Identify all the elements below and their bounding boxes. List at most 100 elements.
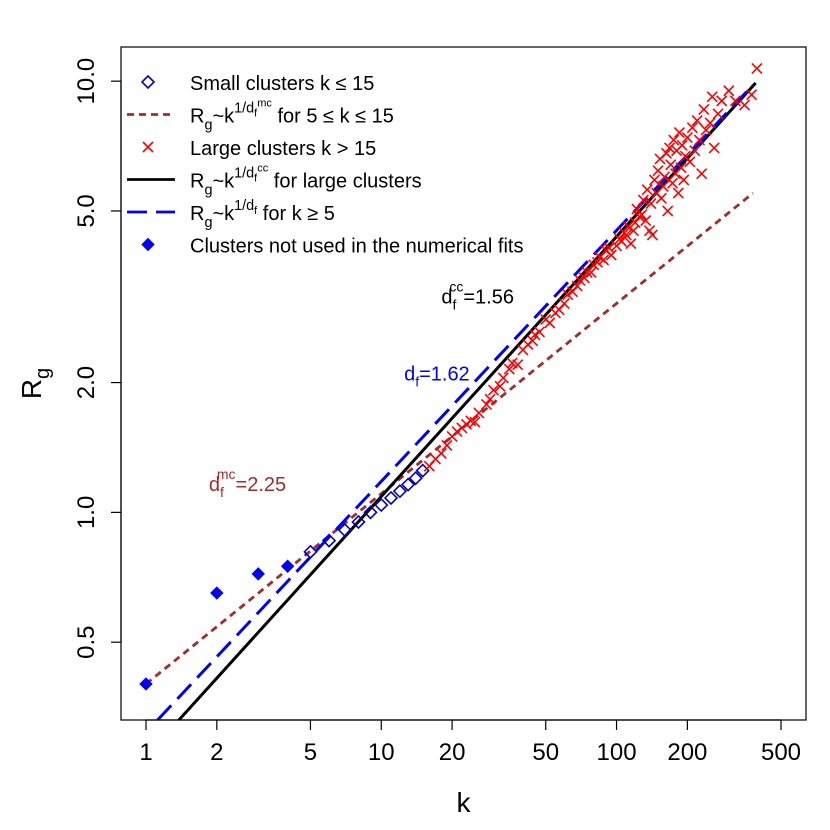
legend-symbol: [142, 141, 154, 153]
data-point: [210, 586, 224, 600]
data-point: [585, 266, 597, 279]
data-point: [435, 447, 447, 459]
data-point: [646, 229, 658, 241]
y-axis-label: Rg: [16, 368, 54, 399]
legend-label: Rg~k1/dfmc for 5 ≤ k ≤ 15: [190, 98, 394, 134]
data-point: [469, 416, 481, 428]
data-point: [716, 95, 728, 107]
data-point: [700, 124, 712, 136]
data-point: [636, 209, 648, 221]
data-point: [640, 214, 652, 227]
x-axis: 1 2 5 10 20 50 100 200 500: [139, 719, 801, 766]
data-point: [139, 677, 153, 691]
y-tick-label: 1.0: [73, 496, 100, 529]
y-tick-label: 0.5: [73, 625, 100, 658]
data-point: [578, 272, 590, 284]
data-point: [666, 177, 679, 189]
data-point: [706, 91, 718, 103]
legend: Small clusters k ≤ 15 Rg~k1/dfmc for 5 ≤ …: [127, 73, 524, 258]
fit_cc-line: [177, 82, 757, 720]
data-point: [480, 398, 493, 410]
y-axis-label-base: R: [16, 379, 47, 399]
data-point: [648, 174, 661, 186]
legend-label: Rg~k1/dfcc for large clusters: [190, 163, 422, 199]
y-axis: 0.5 1.0 2.0 5.0 10.0: [73, 58, 122, 659]
data-point: [408, 471, 423, 486]
data-point: [686, 122, 698, 134]
x-tick-label: 1: [139, 739, 152, 766]
data-point: [558, 297, 570, 310]
data-point: [738, 99, 751, 111]
legend-item-fit_cc: Rg~k1/dfcc for large clusters: [127, 163, 422, 199]
y-axis-label-subscript: g: [32, 368, 54, 379]
data-point: [662, 205, 674, 217]
data-point: [615, 235, 628, 247]
data-point: [487, 384, 500, 396]
data-point: [620, 229, 632, 241]
data-point: [503, 363, 515, 375]
data-point: [363, 505, 378, 520]
data-point: [641, 184, 653, 196]
data-point: [657, 180, 669, 192]
legend-symbol: [140, 74, 156, 90]
x-tick-label: 2: [210, 739, 223, 766]
data-point: [597, 254, 610, 266]
data-point: [321, 533, 337, 548]
legend-symbol: [141, 237, 155, 252]
legend-item-small: Small clusters k ≤ 15: [140, 73, 374, 95]
data-point: [668, 134, 680, 146]
x-tick-label: 200: [667, 739, 707, 766]
data-point: [676, 139, 688, 151]
data-point: [625, 238, 637, 250]
data-point: [605, 249, 617, 261]
data-point: [678, 174, 690, 186]
data-point: [708, 142, 720, 154]
data-point: [696, 168, 708, 180]
data-point: [681, 131, 693, 144]
data-point: [533, 326, 545, 338]
data-point: [512, 359, 524, 371]
data-point: [603, 242, 615, 254]
data-point: [374, 497, 389, 513]
data-point: [665, 159, 677, 171]
data-point: [544, 317, 556, 329]
x-tick-label: 500: [761, 739, 801, 766]
data-point: [659, 171, 671, 183]
data-point: [484, 393, 496, 405]
data-point: [723, 85, 735, 97]
data-point: [729, 95, 741, 107]
data-point: [527, 335, 539, 347]
legend-item-fit_mc: Rg~k1/dfmc for 5 ≤ k ≤ 15: [127, 98, 394, 134]
annotation-f: df=1.62: [404, 364, 470, 390]
data-point: [392, 484, 408, 499]
data-point: [494, 380, 506, 392]
data-point: [691, 115, 703, 127]
y-tick-label: 2.0: [73, 366, 100, 399]
data-point: [303, 544, 318, 559]
legend-label: Small clusters k ≤ 15: [190, 73, 374, 95]
data-point: [660, 147, 673, 159]
data-point: [655, 192, 667, 204]
legend-item-large: Large clusters k > 15: [142, 138, 376, 160]
legend-label: Rg~k1/df for k ≥ 5: [190, 198, 335, 231]
data-point: [497, 372, 509, 384]
data-point: [689, 145, 701, 157]
legend-label: Clusters not used in the numerical fits: [190, 236, 524, 258]
data-point: [637, 194, 649, 206]
x-tick-label: 50: [532, 739, 559, 766]
y-tick-label: 5.0: [73, 194, 100, 227]
data-point: [280, 559, 295, 573]
data-point: [751, 62, 763, 75]
legend-item-unused: Clusters not used in the numerical fits: [141, 236, 524, 258]
data-point: [400, 477, 416, 492]
data-point: [645, 198, 657, 210]
data-point: [672, 187, 684, 199]
data-point: [441, 439, 453, 451]
data-point: [704, 117, 716, 129]
x-tick-label: 10: [368, 739, 395, 766]
data-point: [712, 108, 724, 120]
y-tick-label: 10.0: [73, 58, 100, 105]
data-point: [383, 490, 399, 506]
annotation-cc: dfcc=1.56: [441, 279, 514, 313]
data-point: [673, 126, 685, 139]
